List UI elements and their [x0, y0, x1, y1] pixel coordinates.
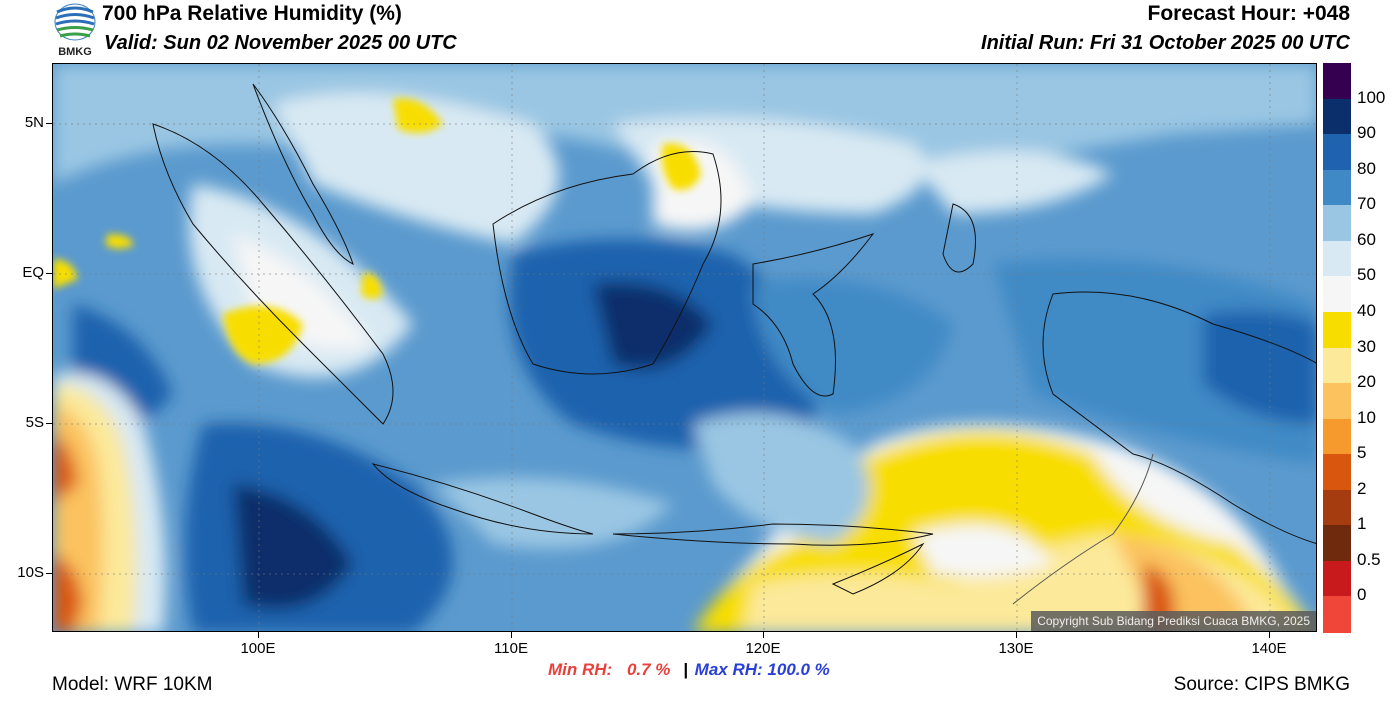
colorbar-label: 5 — [1357, 443, 1367, 463]
colorbar-segment — [1323, 596, 1351, 633]
lat-tick — [46, 273, 52, 274]
forecast-hour: Forecast Hour: +048 — [1147, 2, 1351, 25]
colorbar-segment — [1323, 454, 1351, 491]
colorbar-label: 0 — [1357, 585, 1367, 605]
lon-label-100e: 100E — [240, 640, 276, 657]
valid-time: Valid: Sun 02 November 2025 00 UTC — [104, 32, 457, 54]
lat-tick — [46, 423, 52, 424]
lon-tick — [511, 632, 512, 638]
lat-tick — [46, 573, 52, 574]
model-name: Model: WRF 10KM — [52, 674, 213, 695]
colorbar-segment — [1323, 134, 1351, 171]
colorbar-segment — [1323, 205, 1351, 242]
colorbar-label: 80 — [1357, 158, 1376, 178]
logo-text: BMKG — [58, 46, 92, 58]
lon-tick — [258, 632, 259, 638]
copyright-notice: Copyright Sub Bidang Prediksi Cuaca BMKG… — [1031, 611, 1316, 631]
stats-separator: | — [683, 660, 688, 679]
nusa-tenggara-coast — [612, 523, 934, 546]
colorbar-segment — [1323, 347, 1351, 384]
lon-tick — [1016, 632, 1017, 638]
papua-coast — [1042, 291, 1316, 544]
lat-label-5n: 5N — [24, 114, 44, 131]
sumatra-coast — [152, 123, 394, 425]
colorbar-label: 0.5 — [1357, 549, 1381, 569]
colorbar-label: 60 — [1357, 229, 1376, 249]
coastlines — [152, 83, 1316, 605]
maluku-coast — [942, 203, 976, 273]
colorbar-label: 40 — [1357, 300, 1376, 320]
colorbar-label: 1 — [1357, 514, 1367, 534]
java-coast — [371, 463, 594, 535]
colorbar-segment — [1323, 98, 1351, 135]
lon-tick — [763, 632, 764, 638]
colorbar-segment — [1323, 383, 1351, 420]
colorbar-label: 30 — [1357, 336, 1376, 356]
malay-peninsula-coast — [252, 83, 354, 265]
lon-label-140e: 140E — [1251, 640, 1287, 657]
borneo-coast — [492, 151, 722, 375]
humidity-field — [53, 64, 1316, 631]
colorbar-segment — [1323, 169, 1351, 206]
colorbar-label: 2 — [1357, 478, 1367, 498]
colorbar — [1323, 63, 1351, 633]
australia-coast — [1012, 453, 1154, 605]
graticule — [53, 64, 1316, 631]
sulawesi-coast — [752, 233, 875, 397]
chart-title: 700 hPa Relative Humidity (%) — [102, 2, 402, 25]
colorbar-segment — [1323, 560, 1351, 597]
lat-label-10s: 10S — [17, 564, 44, 581]
lat-tick — [46, 123, 52, 124]
colorbar-label: 10 — [1357, 407, 1376, 427]
bmkg-logo: BMKG — [52, 2, 98, 60]
colorbar-segment — [1323, 311, 1351, 348]
colorbar-label: 70 — [1357, 194, 1376, 214]
lon-label-120e: 120E — [745, 640, 781, 657]
min-rh-label: Min RH: — [548, 660, 613, 679]
lat-label-eq: EQ — [22, 264, 44, 281]
lon-label-110e: 110E — [494, 640, 528, 657]
lat-label-5s: 5S — [25, 414, 44, 431]
min-rh-value: 0.7 % — [626, 660, 671, 679]
colorbar-segment — [1323, 63, 1351, 100]
colorbar-label: 100 — [1357, 87, 1386, 107]
max-rh: Max RH: 100.0 % — [694, 660, 830, 679]
colorbar-segment — [1323, 240, 1351, 277]
colorbar-segment — [1323, 418, 1351, 455]
colorbar-label: 50 — [1357, 265, 1376, 285]
colorbar-label: 20 — [1357, 372, 1376, 392]
lon-label-130e: 130E — [998, 640, 1034, 657]
timor-coast — [831, 542, 925, 595]
colorbar-label: 90 — [1357, 123, 1376, 143]
data-source: Source: CIPS BMKG — [1173, 674, 1350, 695]
colorbar-segment — [1323, 525, 1351, 562]
humidity-map: Copyright Sub Bidang Prediksi Cuaca BMKG… — [52, 63, 1317, 632]
initial-run: Initial Run: Fri 31 October 2025 00 UTC — [981, 32, 1350, 54]
min-max-rh: Min RH: 0.7 % | Max RH: 100.0 % — [548, 660, 830, 680]
colorbar-segment — [1323, 489, 1351, 526]
colorbar-segment — [1323, 276, 1351, 313]
lon-tick — [1269, 632, 1270, 638]
